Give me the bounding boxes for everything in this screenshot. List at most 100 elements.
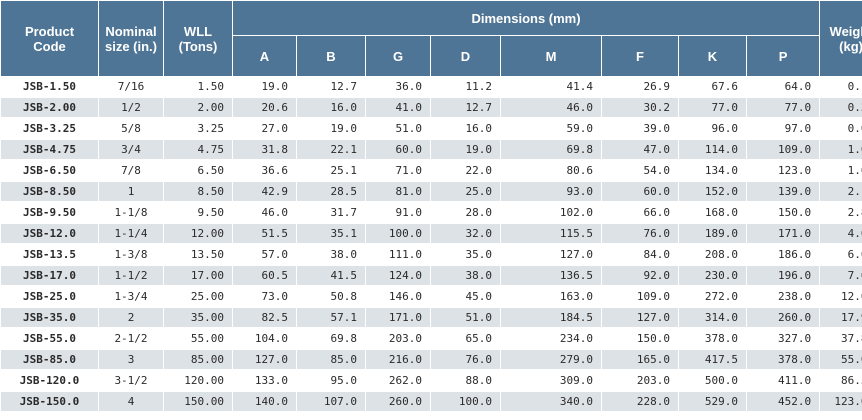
cell-nominal-size: 1-1/8 <box>98 202 164 224</box>
cell-dim-b: 85.0 <box>296 349 366 371</box>
cell-weight: 86.50 <box>819 370 862 392</box>
cell-dim-f: 127.0 <box>601 307 679 329</box>
cell-wll: 85.00 <box>163 349 233 371</box>
cell-wll: 35.00 <box>163 307 233 329</box>
cell-dim-d: 19.0 <box>430 139 501 161</box>
cell-product-code: JSB-4.75 <box>0 139 99 161</box>
cell-weight: 0.18 <box>819 76 862 98</box>
cell-dim-m: 115.5 <box>500 223 602 245</box>
cell-wll: 13.50 <box>163 244 233 266</box>
cell-dim-a: 31.8 <box>232 139 297 161</box>
cell-dim-f: 203.0 <box>601 370 679 392</box>
cell-wll: 8.50 <box>163 181 233 203</box>
cell-wll: 120.00 <box>163 370 233 392</box>
cell-dim-g: 100.0 <box>365 223 431 245</box>
cell-weight: 1.03 <box>819 139 862 161</box>
cell-dim-g: 216.0 <box>365 349 431 371</box>
cell-dim-a: 104.0 <box>232 328 297 350</box>
cell-dim-f: 54.0 <box>601 160 679 182</box>
cell-dim-g: 41.0 <box>365 97 431 119</box>
cell-dim-a: 82.5 <box>232 307 297 329</box>
table-header: Product Code Nominal size (in.) WLL (Ton… <box>0 0 862 77</box>
cell-dim-k: 67.6 <box>678 76 747 98</box>
header-nominal-size: Nominal size (in.) <box>98 0 164 77</box>
cell-weight: 123.00 <box>819 391 862 413</box>
cell-dim-m: 184.5 <box>500 307 602 329</box>
cell-weight: 0.32 <box>819 97 862 119</box>
cell-nominal-size: 1 <box>98 181 164 203</box>
cell-dim-m: 136.5 <box>500 265 602 287</box>
cell-dim-k: 134.0 <box>678 160 747 182</box>
table-row: JSB-12.0 1-1/4 12.00 51.5 35.1 100.0 32.0 115.5… <box>0 223 862 245</box>
table-row: JSB-6.50 7/8 6.50 36.6 25.1 71.0 22.0 80.6 54.0 1… <box>0 160 862 182</box>
cell-dim-f: 30.2 <box>601 97 679 119</box>
cell-weight: 17.90 <box>819 307 862 329</box>
cell-dim-f: 150.0 <box>601 328 679 350</box>
cell-dim-m: 69.8 <box>500 139 602 161</box>
cell-wll: 1.50 <box>163 76 233 98</box>
cell-nominal-size: 1/2 <box>98 97 164 119</box>
cell-wll: 150.00 <box>163 391 233 413</box>
cell-dim-m: 46.0 <box>500 97 602 119</box>
header-dim-d: D <box>430 35 501 77</box>
cell-dim-a: 36.6 <box>232 160 297 182</box>
table-row: JSB-3.25 5/8 3.25 27.0 19.0 51.0 16.0 59.0 39.0 9… <box>0 118 862 140</box>
cell-wll: 6.50 <box>163 160 233 182</box>
cell-dim-f: 76.0 <box>601 223 679 245</box>
cell-weight: 55.08 <box>819 349 862 371</box>
cell-dim-f: 84.0 <box>601 244 679 266</box>
header-dim-g: G <box>365 35 431 77</box>
cell-product-code: JSB-55.0 <box>0 328 99 350</box>
cell-nominal-size: 4 <box>98 391 164 413</box>
cell-dim-d: 65.0 <box>430 328 501 350</box>
cell-dim-p: 139.0 <box>745 181 821 203</box>
cell-nominal-size: 1-3/8 <box>98 244 164 266</box>
table-row: JSB-150.0 4 150.00 140.0 107.0 260.0 100.0 340.… <box>0 391 862 413</box>
cell-dim-b: 69.8 <box>296 328 366 350</box>
cell-dim-a: 127.0 <box>232 349 297 371</box>
header-dim-m: M <box>500 35 602 77</box>
cell-nominal-size: 1-1/4 <box>98 223 164 245</box>
cell-dim-g: 146.0 <box>365 286 431 308</box>
cell-dim-k: 189.0 <box>678 223 747 245</box>
cell-dim-p: 327.0 <box>745 328 821 350</box>
cell-dim-d: 35.0 <box>430 244 501 266</box>
cell-product-code: JSB-17.0 <box>0 265 99 287</box>
cell-dim-m: 102.0 <box>500 202 602 224</box>
cell-wll: 3.25 <box>163 118 233 140</box>
header-dim-a: A <box>232 35 297 77</box>
table-row: JSB-13.5 1-3/8 13.50 57.0 38.0 111.0 35.0 127.0… <box>0 244 862 266</box>
cell-dim-g: 60.0 <box>365 139 431 161</box>
cell-dim-d: 45.0 <box>430 286 501 308</box>
cell-dim-k: 314.0 <box>678 307 747 329</box>
cell-dim-p: 171.0 <box>745 223 821 245</box>
cell-dim-d: 38.0 <box>430 265 501 287</box>
table-row: JSB-9.50 1-1/8 9.50 46.0 31.7 91.0 28.0 102.0 66… <box>0 202 862 224</box>
cell-nominal-size: 3/4 <box>98 139 164 161</box>
cell-dim-p: 109.0 <box>745 139 821 161</box>
cell-dim-a: 27.0 <box>232 118 297 140</box>
cell-dim-g: 111.0 <box>365 244 431 266</box>
cell-weight: 37.80 <box>819 328 862 350</box>
cell-product-code: JSB-6.50 <box>0 160 99 182</box>
cell-dim-d: 28.0 <box>430 202 501 224</box>
cell-wll: 17.00 <box>163 265 233 287</box>
cell-dim-p: 123.0 <box>745 160 821 182</box>
cell-nominal-size: 3 <box>98 349 164 371</box>
cell-dim-m: 80.6 <box>500 160 602 182</box>
cell-product-code: JSB-2.00 <box>0 97 99 119</box>
cell-weight: 1.62 <box>819 160 862 182</box>
cell-dim-f: 165.0 <box>601 349 679 371</box>
cell-weight: 0.65 <box>819 118 862 140</box>
cell-dim-k: 500.0 <box>678 370 747 392</box>
cell-dim-b: 25.1 <box>296 160 366 182</box>
cell-dim-a: 19.0 <box>232 76 297 98</box>
cell-dim-d: 22.0 <box>430 160 501 182</box>
cell-dim-g: 51.0 <box>365 118 431 140</box>
cell-product-code: JSB-12.0 <box>0 223 99 245</box>
cell-product-code: JSB-120.0 <box>0 370 99 392</box>
cell-dim-d: 88.0 <box>430 370 501 392</box>
cell-dim-k: 529.0 <box>678 391 747 413</box>
cell-dim-b: 41.5 <box>296 265 366 287</box>
cell-dim-f: 26.9 <box>601 76 679 98</box>
